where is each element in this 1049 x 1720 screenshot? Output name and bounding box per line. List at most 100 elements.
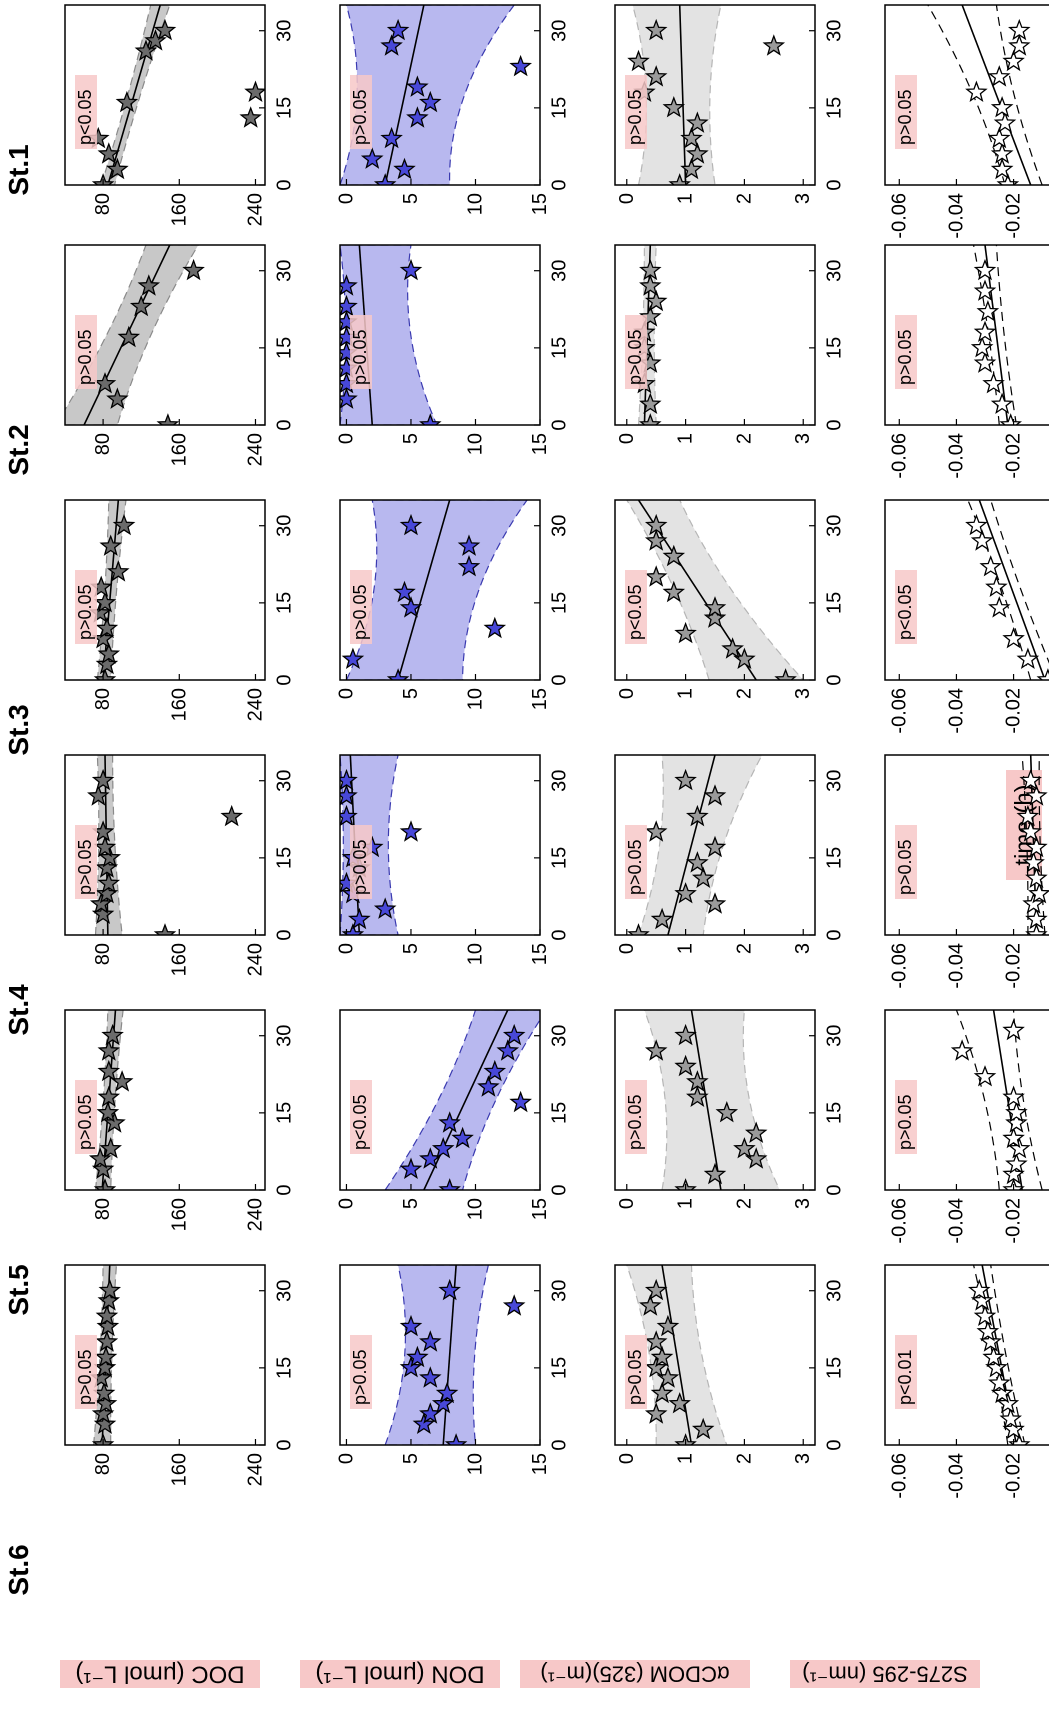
data-point — [691, 1417, 715, 1440]
data-point — [686, 1070, 709, 1092]
panel-plot-area — [927, 5, 1043, 185]
y-tick-label: 80 — [92, 943, 114, 965]
y-tick-label: 80 — [92, 1453, 114, 1475]
data-point — [988, 126, 1011, 149]
data-point — [341, 647, 365, 670]
p-value-highlight — [625, 570, 647, 644]
y-tick-label: -0.04 — [945, 1198, 967, 1244]
panel-frame — [614, 244, 816, 426]
confidence-bound-upper — [1012, 1010, 1043, 1190]
data-point — [644, 513, 668, 536]
panel-frame — [339, 499, 541, 681]
y-tick-label: 2 — [733, 688, 755, 699]
data-point — [650, 1345, 674, 1368]
panel-don-st5: 0 5 10 15 0 15 30 p<0.05 — [335, 1009, 571, 1220]
p-value-label: p<0.05 — [895, 584, 915, 640]
panel-s275_295-st6: 0-0.02-0.04-0.0601530p<0.01 — [884, 1264, 1049, 1499]
panel-frame — [339, 1009, 541, 1191]
data-point — [686, 1085, 709, 1108]
row-label-cdom: αCDOM (325)(m⁻¹) — [540, 1662, 729, 1687]
data-point — [341, 923, 365, 935]
data-point — [762, 34, 786, 56]
data-point — [431, 1137, 455, 1159]
y-tick-label: 2 — [733, 433, 755, 444]
data-point — [1002, 627, 1025, 649]
y-tick-label: 2 — [733, 943, 755, 954]
p-value-highlight — [625, 315, 647, 389]
y-tick-label: 0 — [335, 943, 357, 954]
data-point — [451, 1126, 474, 1149]
x-tick-label: 30 — [824, 260, 846, 282]
x-tick-label: 30 — [549, 1280, 571, 1302]
data-point — [639, 274, 662, 296]
data-point — [1036, 668, 1049, 680]
y-tick-label: 10 — [464, 1198, 486, 1220]
y-tick-label: 5 — [400, 193, 422, 204]
data-point — [399, 596, 423, 618]
y-tick-label: 1 — [675, 1198, 697, 1209]
panel-plot-area — [627, 755, 763, 935]
panel-doc-st5: 80 160 240 0 15 30 p>0.05 — [64, 1009, 296, 1231]
data-point — [1008, 34, 1031, 56]
x-tick-label: 0 — [274, 1439, 296, 1450]
p-value-label: p>0.05 — [895, 89, 915, 145]
data-point — [1019, 768, 1042, 791]
confidence-bound-upper — [995, 5, 1043, 185]
data-point — [982, 372, 1005, 394]
x-tick-label: 0 — [549, 1184, 571, 1195]
x-tick-label: 0 — [549, 179, 571, 190]
data-point — [99, 534, 122, 556]
y-tick-label: 10 — [464, 688, 486, 710]
data-point — [435, 1381, 459, 1404]
y-tick-label: 3 — [792, 1198, 814, 1209]
panel-don-st3: 0 5 10 15 0 15 30 p>0.05 — [335, 499, 571, 710]
panel-frame — [884, 1009, 1049, 1191]
data-point — [91, 768, 115, 791]
data-point — [129, 294, 153, 317]
data-point — [239, 106, 262, 128]
panel-frame — [64, 499, 266, 681]
x-tick-label: 0 — [274, 929, 296, 940]
regression-line — [978, 500, 1046, 680]
data-point — [87, 784, 110, 806]
p-value-label: p>0.05 — [625, 839, 645, 895]
data-point — [674, 621, 697, 644]
y-tick-label: 160 — [168, 688, 190, 721]
y-tick-label: 80 — [92, 1198, 114, 1220]
x-tick-label: 30 — [824, 770, 846, 792]
data-point — [990, 142, 1014, 164]
y-tick-label: 0 — [335, 1453, 357, 1464]
data-point — [674, 1023, 697, 1046]
data-point — [639, 392, 662, 415]
regression-line — [423, 1010, 509, 1190]
y-tick-label: 10 — [464, 193, 486, 215]
data-point — [144, 29, 167, 51]
panel-doc-st4: 80 160 240 0 15 30 p>0.05 — [64, 754, 296, 976]
data-point — [373, 897, 397, 919]
y-tick-label: 3 — [792, 433, 814, 444]
data-point — [98, 1278, 122, 1301]
x-tick-label: 0 — [824, 674, 846, 685]
y-tick-label: 0 — [616, 1198, 638, 1209]
data-point — [999, 413, 1022, 425]
p-value-label: p>0.05 — [350, 89, 370, 145]
data-point — [644, 1330, 668, 1352]
p-value-highlight — [75, 825, 97, 899]
p-value-highlight — [75, 1080, 97, 1154]
row-label-highlight-slope — [790, 1660, 980, 1688]
y-tick-label: -0.06 — [888, 193, 910, 239]
data-point — [509, 54, 532, 77]
y-tick-label: 10 — [464, 943, 486, 965]
x-tick-label: 0 — [824, 1184, 846, 1195]
data-point — [703, 606, 727, 628]
data-point — [990, 392, 1014, 415]
data-point — [703, 596, 727, 618]
x-tick-label: 0 — [274, 1184, 296, 1195]
y-tick-label: -0.02 — [1003, 688, 1025, 734]
data-point — [93, 835, 117, 858]
data-point — [502, 1294, 526, 1316]
p-value-label: p>0.05 — [895, 839, 915, 895]
